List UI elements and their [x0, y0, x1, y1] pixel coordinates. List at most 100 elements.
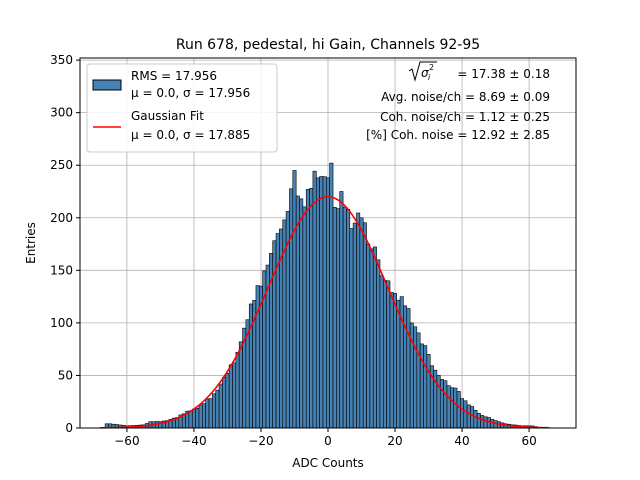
y-tick-label: 300: [50, 106, 73, 120]
histogram-bar: [342, 206, 347, 429]
histogram-bar: [470, 406, 475, 429]
histogram-bar: [232, 362, 237, 429]
histogram-bar: [456, 391, 461, 429]
histogram-bar: [208, 398, 213, 429]
histogram-bar: [191, 408, 196, 429]
histogram-bar: [312, 170, 317, 429]
x-axis-ticks: −60 −40 −20 0 20 40 60: [114, 428, 537, 448]
histogram-bar: [292, 170, 297, 429]
histogram-bar: [466, 404, 471, 429]
avg-noise-text: Avg. noise/ch = 8.69 ± 0.09: [381, 90, 550, 104]
y-tick-label: 250: [50, 158, 73, 172]
histogram-bar: [406, 308, 411, 429]
histogram-bar: [329, 162, 334, 429]
svg-text:i: i: [428, 73, 431, 82]
gaussian-fit-curve: [100, 195, 550, 429]
gaussian-fit-layer: [100, 195, 550, 429]
histogram-bar: [225, 373, 230, 429]
svg-text:σ: σ: [421, 66, 429, 80]
x-tick-label: 20: [387, 434, 402, 448]
histogram-bar: [336, 208, 341, 429]
sigma-value: = 17.38 ± 0.18: [457, 67, 550, 81]
y-tick-label: 150: [50, 263, 73, 277]
histogram-bar: [446, 385, 451, 429]
histogram-bar: [416, 332, 421, 429]
histogram-bar: [366, 243, 371, 429]
histogram-bar: [352, 222, 357, 429]
y-tick-label: 200: [50, 211, 73, 225]
histogram-bar: [218, 383, 223, 429]
y-tick-label: 0: [65, 421, 73, 435]
histogram-bar: [305, 189, 310, 429]
histogram-bar: [376, 259, 381, 429]
histogram-bar: [326, 177, 330, 429]
legend: RMS = 17.956 μ = 0.0, σ = 17.956 Gaussia…: [86, 63, 278, 153]
y-tick-label: 50: [58, 368, 73, 382]
y-axis-ticks: 0 50 100 150 200 250 300 350: [50, 53, 80, 435]
histogram-bar: [198, 404, 203, 429]
histogram-bar: [295, 195, 300, 429]
histogram-bar: [453, 387, 458, 429]
histogram-bar: [460, 398, 465, 429]
histogram-bar: [413, 326, 418, 429]
histogram-bar: [309, 188, 314, 429]
histogram-bar: [443, 380, 448, 429]
histogram-bar: [212, 393, 217, 429]
histogram-bar: [463, 400, 468, 429]
coh-noise-text: Coh. noise/ch = 1.12 ± 0.25: [380, 110, 550, 124]
histogram-bar: [396, 299, 401, 429]
histogram-bar: [289, 188, 294, 429]
histogram-bar: [235, 352, 240, 429]
histogram-bar: [188, 410, 193, 429]
histogram-bar: [379, 275, 384, 429]
histogram-bar: [359, 217, 364, 429]
histogram-bar: [423, 345, 428, 429]
histogram-bar: [349, 228, 354, 429]
histogram-bar: [476, 412, 481, 429]
histogram-bar: [319, 176, 324, 429]
histogram-bar: [346, 209, 351, 429]
coh-noise-pct-text: [%] Coh. noise = 12.92 ± 2.85: [366, 128, 550, 142]
histogram-bar: [356, 212, 361, 429]
histogram-bar: [393, 293, 398, 429]
histogram-bar: [450, 387, 454, 429]
sigma-sqrt-symbol: σ i 2: [408, 61, 437, 82]
chart-title: Run 678, pedestal, hi Gain, Channels 92-…: [176, 37, 480, 53]
histogram-bar: [382, 280, 387, 429]
y-tick-label: 350: [50, 53, 73, 67]
histogram-bar: [389, 292, 394, 429]
histogram-bar: [473, 409, 478, 429]
histogram-bar: [483, 416, 488, 429]
histogram-bar: [238, 341, 243, 429]
histogram-bar: [299, 198, 304, 429]
histogram-bar: [322, 176, 327, 429]
histogram-bar: [202, 403, 206, 429]
histogram-bar: [332, 206, 337, 429]
x-axis-label: ADC Counts: [292, 456, 364, 470]
histogram-bar: [369, 248, 374, 429]
svg-text:2: 2: [429, 63, 434, 72]
x-tick-label: −60: [114, 434, 139, 448]
histogram-bar: [386, 280, 391, 429]
histogram-bar: [480, 415, 485, 429]
legend-histogram-label: RMS = 17.956: [131, 69, 217, 83]
histogram-bar: [215, 389, 220, 429]
x-tick-label: −20: [248, 434, 273, 448]
legend-histogram-stats: μ = 0.0, σ = 17.956: [131, 86, 250, 100]
histogram-bar: [302, 206, 307, 429]
y-axis-label: Entries: [24, 222, 38, 264]
x-tick-label: −40: [181, 434, 206, 448]
y-tick-label: 100: [50, 316, 73, 330]
legend-fit-stats: μ = 0.0, σ = 17.885: [131, 128, 250, 142]
histogram-bar: [315, 177, 320, 429]
histogram-bar: [362, 222, 367, 429]
histogram-bar: [222, 376, 227, 429]
histogram-bar: [195, 407, 200, 429]
legend-fit-label: Gaussian Fit: [131, 109, 204, 123]
histogram-bar: [339, 191, 344, 429]
noise-annotations: σ i 2 = 17.38 ± 0.18 Avg. noise/ch = 8.6…: [366, 61, 550, 142]
histogram-bar: [205, 398, 210, 429]
histogram-bar: [439, 379, 444, 429]
legend-box: [86, 63, 278, 153]
